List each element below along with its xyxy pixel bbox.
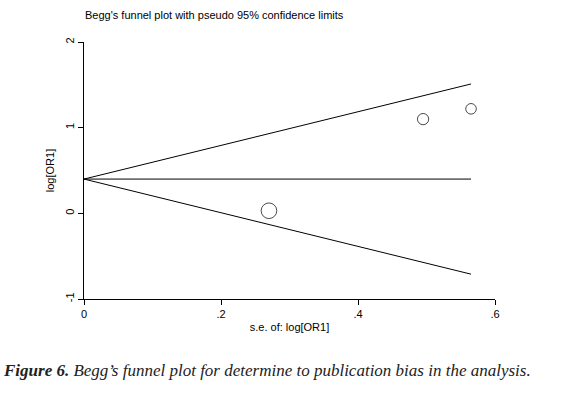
svg-text:s.e. of: log[OR1]: s.e. of: log[OR1]: [250, 321, 329, 333]
svg-text:log[OR1]: log[OR1]: [44, 149, 56, 192]
svg-text:Begg's funnel plot with pseudo: Begg's funnel plot with pseudo 95% confi…: [85, 9, 344, 21]
svg-text:.6: .6: [490, 308, 499, 320]
svg-text:0: 0: [81, 308, 87, 320]
svg-text:0: 0: [64, 209, 76, 215]
html-text:Figure 6. Begg’s funnel plot f: Figure 6. Begg’s funnel plot for determi…: [4, 361, 531, 380]
svg-text:.2: .2: [216, 308, 225, 320]
svg-text:.4: .4: [353, 308, 362, 320]
svg-text:1: 1: [64, 123, 76, 129]
svg-text:-1: -1: [64, 292, 76, 302]
svg-text:2: 2: [64, 37, 76, 43]
